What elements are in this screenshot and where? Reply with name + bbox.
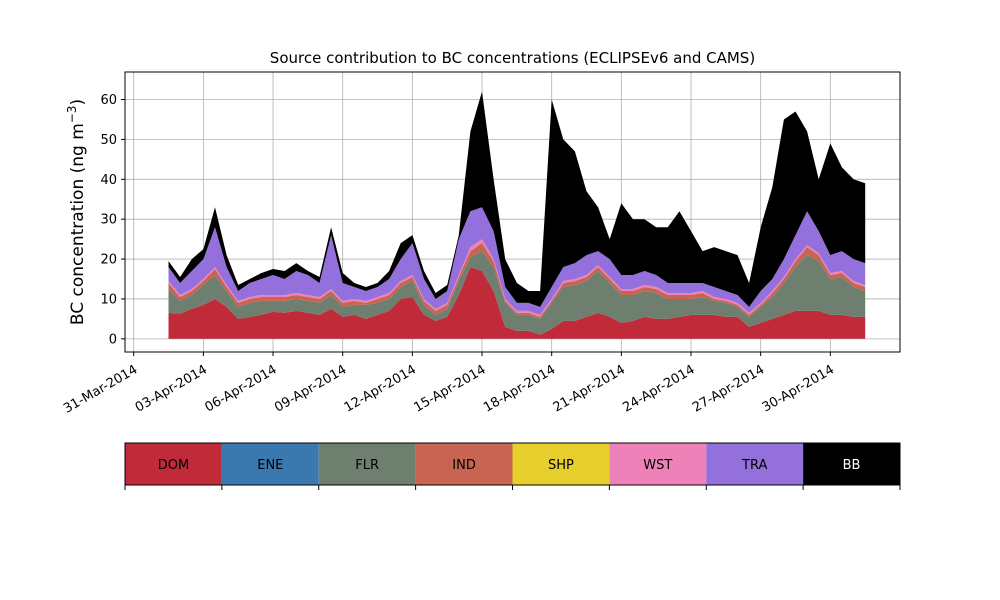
legend-label-ene: ENE: [257, 458, 283, 473]
y-tick-label: 40: [100, 173, 117, 188]
x-tick-label: 06-Apr-2014: [202, 362, 279, 415]
legend-label-shp: SHP: [548, 458, 574, 473]
y-axis-label-sup: −3: [65, 105, 79, 123]
legend-swatch-dom: [125, 443, 222, 485]
series-area-dom: [168, 267, 866, 339]
legend-label-bb: BB: [843, 458, 861, 473]
y-tick-label: 50: [100, 133, 117, 148]
y-axis-label-close: ): [68, 99, 88, 106]
x-tick-label: 30-Apr-2014: [760, 362, 837, 415]
x-tick-label: 24-Apr-2014: [620, 362, 697, 415]
chart-title: Source contribution to BC concentrations…: [270, 49, 755, 67]
x-tick-label: 15-Apr-2014: [411, 362, 488, 415]
series-area-flr: [168, 251, 866, 335]
legend-swatch-wst: [609, 443, 707, 485]
x-tick-label: 31-Mar-2014: [61, 362, 140, 416]
legend-label-flr: FLR: [355, 458, 379, 473]
y-tick-label: 10: [100, 292, 117, 307]
x-tick-label: 27-Apr-2014: [690, 362, 767, 415]
y-axis-label-main: BC concentration (ng m: [68, 123, 88, 325]
legend-swatch-tra: [706, 443, 804, 485]
x-tick-label: 09-Apr-2014: [272, 362, 349, 415]
legend-swatch-ene: [221, 443, 319, 485]
y-tick-label: 30: [100, 213, 117, 228]
x-tick-label: 12-Apr-2014: [342, 362, 419, 415]
legend-swatch-ind: [415, 443, 513, 485]
legend-swatch-shp: [512, 443, 610, 485]
x-axis: 31-Mar-201403-Apr-201406-Apr-201409-Apr-…: [61, 352, 837, 417]
y-axis: 0 10 20 30 40 50 60: [100, 93, 125, 347]
legend-label-ind: IND: [452, 458, 476, 473]
plot-frame: [124, 71, 901, 353]
series-area-tra: [168, 207, 866, 315]
stacked-areas: [168, 91, 866, 339]
color-legend: DOM ENE FLR IND SHP WST TRA BB: [124, 442, 901, 490]
legend-swatch-flr: [318, 443, 416, 485]
x-tick-label: 21-Apr-2014: [551, 362, 628, 415]
x-tick-label: 18-Apr-2014: [481, 362, 558, 415]
legend-label-dom: DOM: [158, 458, 189, 473]
y-tick-label: 0: [109, 332, 117, 347]
legend-label-tra: TRA: [741, 458, 767, 473]
legend-label-wst: WST: [643, 458, 672, 473]
legend-swatch-bb: [803, 443, 900, 485]
series-area-bb: [168, 91, 866, 307]
y-tick-label: 60: [100, 93, 117, 108]
y-tick-label: 20: [100, 253, 117, 268]
y-axis-label: BC concentration (ng m−3): [65, 99, 88, 325]
x-tick-label: 03-Apr-2014: [133, 362, 210, 415]
